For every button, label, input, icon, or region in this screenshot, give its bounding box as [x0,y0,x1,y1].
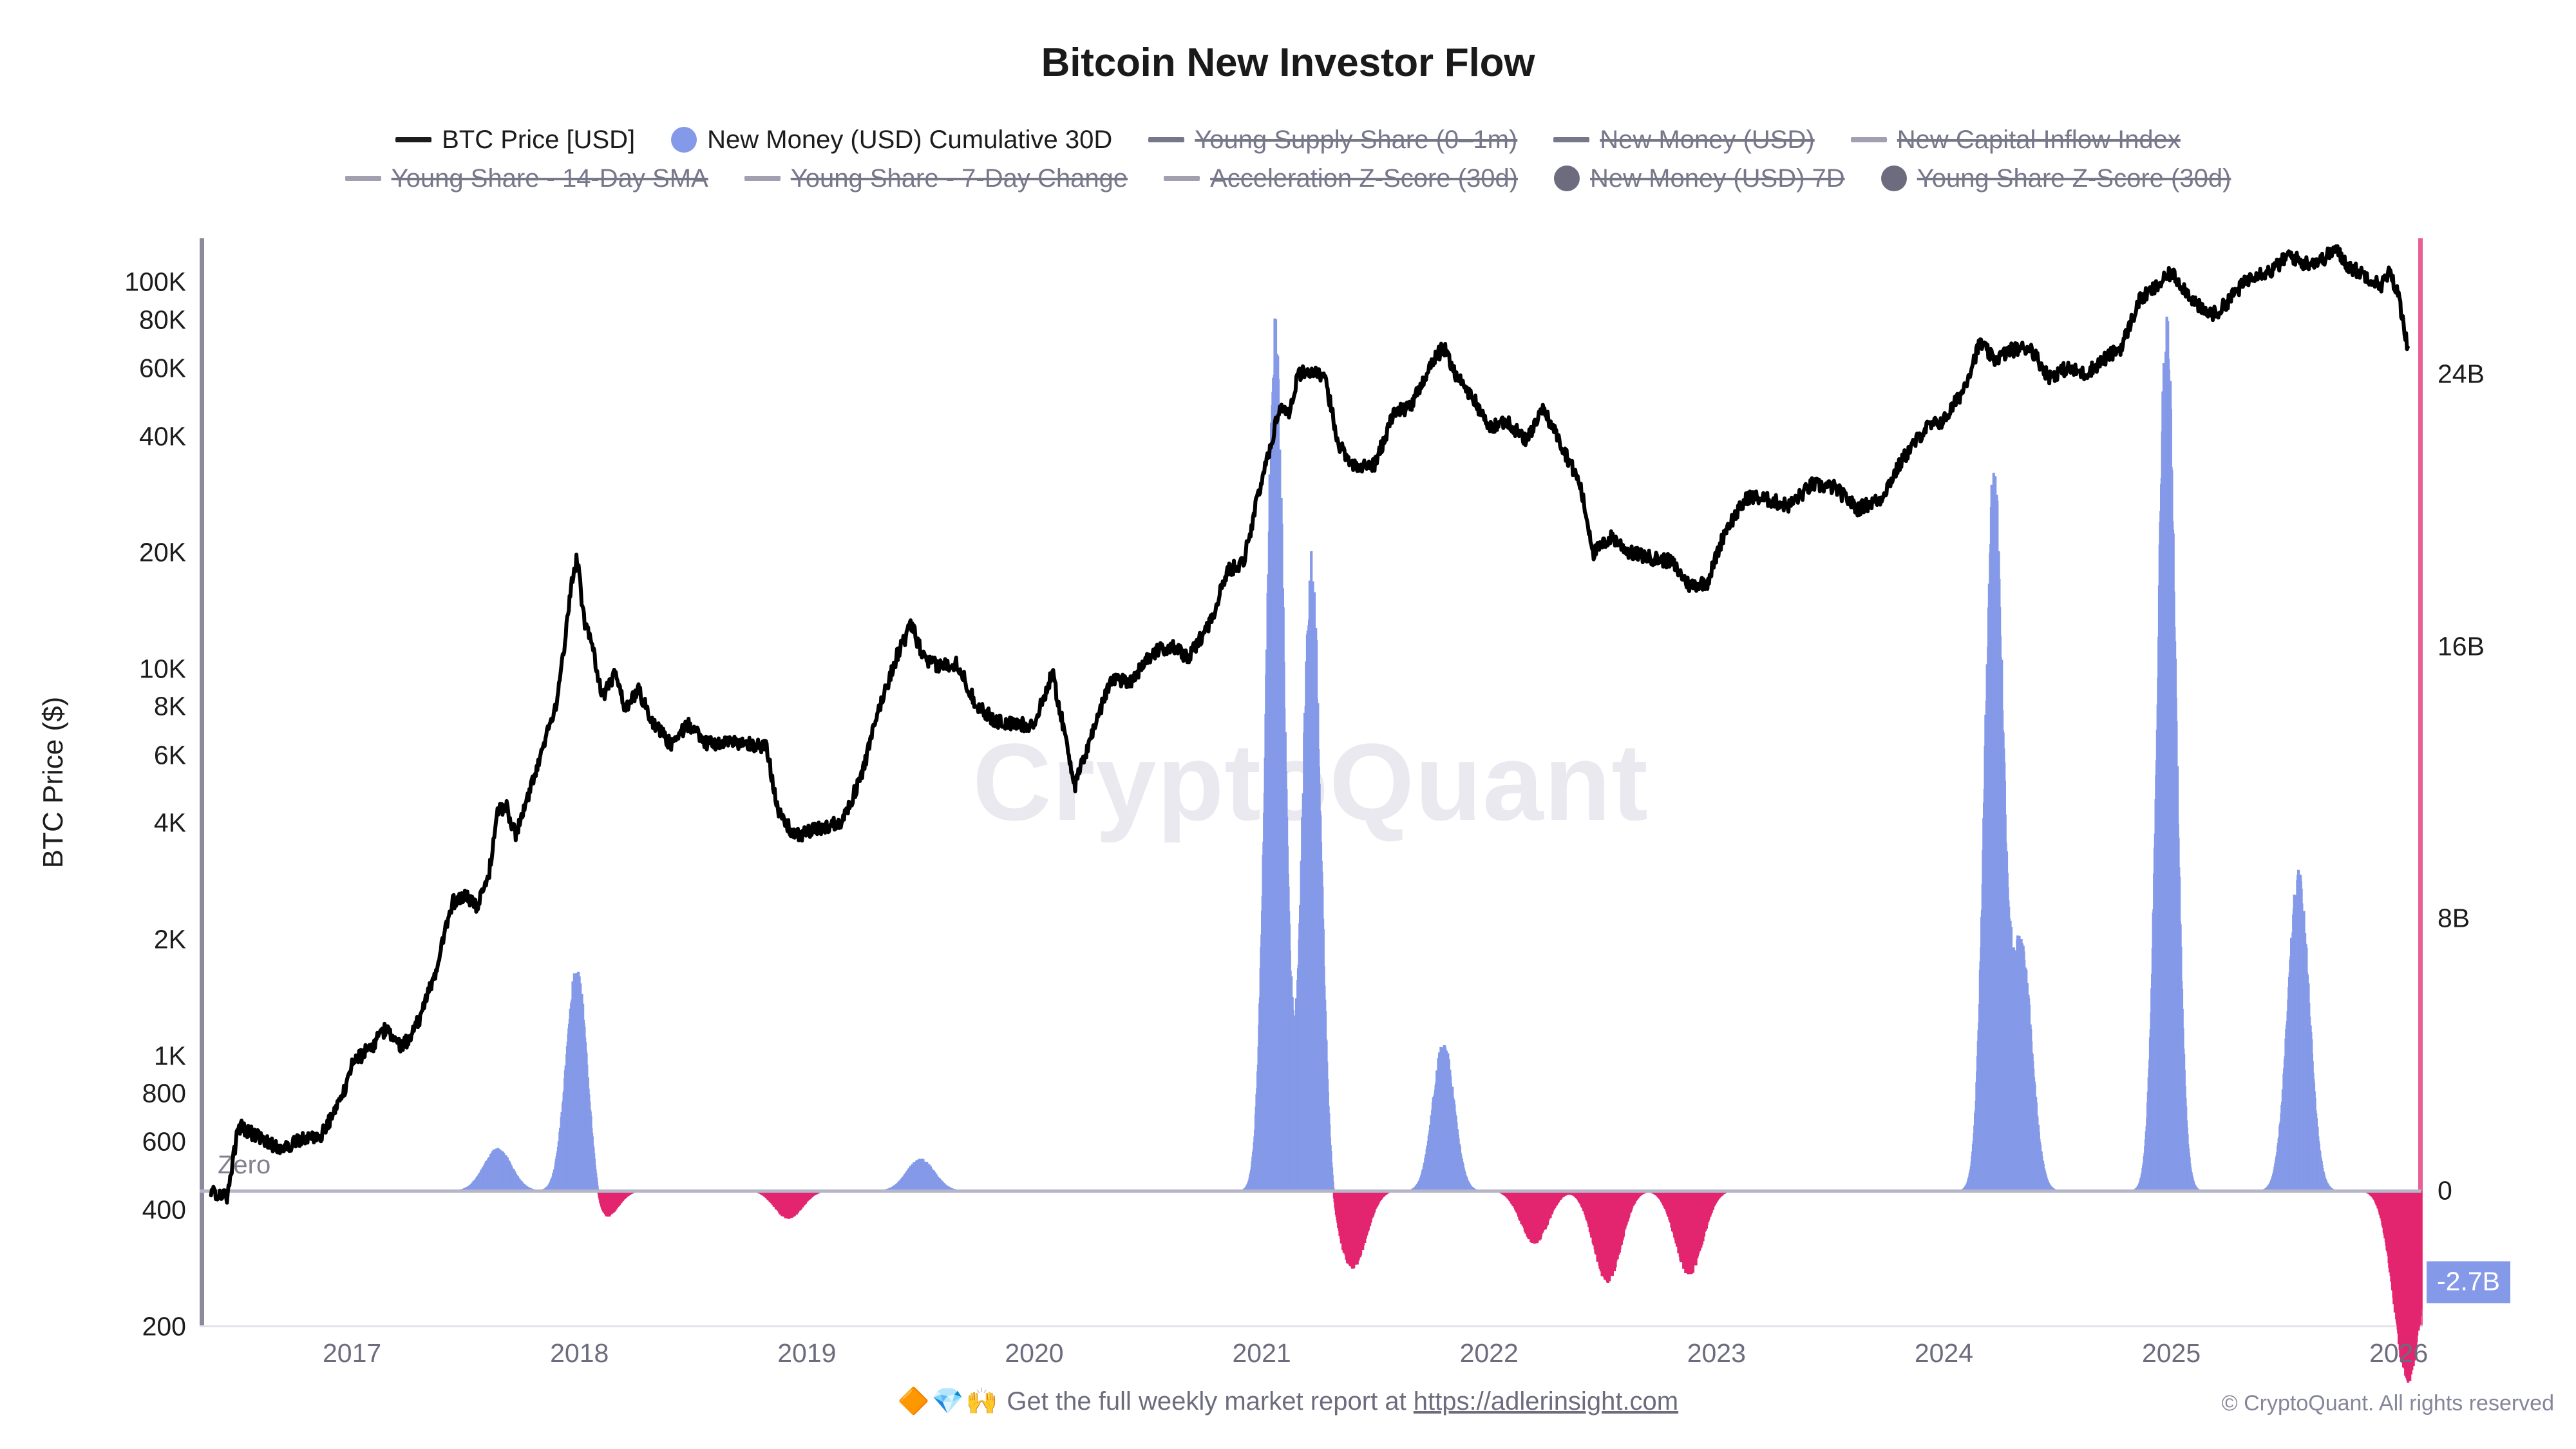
left-axis-tick: 400 [142,1195,186,1225]
left-axis-tick: 4K [153,808,186,838]
report-link[interactable]: https://adlerinsight.com [1413,1387,1679,1416]
left-axis-tick: 40K [139,421,186,451]
legend-dot-icon [1880,166,1907,191]
legend-line-icon [395,137,432,142]
x-axis-tick: 2024 [1914,1338,1974,1368]
x-axis-tick: 2018 [550,1338,609,1368]
right-axis-tick: 0 [2438,1175,2452,1206]
left-axis-tick: 60K [139,353,186,383]
legend-item-0-2[interactable]: Young Supply Share (0–1m) [1148,122,1517,157]
x-axis-tick: 2020 [1005,1338,1064,1368]
legend-line-icon [1553,137,1590,142]
legend-label: New Capital Inflow Index [1897,126,2181,154]
btc-price-line [209,244,2410,1205]
chart-legend: BTC Price [USD] New Money (USD) Cumulativ… [0,122,2576,196]
plot-area[interactable]: CryptoQuant Zero [200,238,2423,1383]
left-axis-tick: 10K [139,654,186,684]
legend-item-0-3[interactable]: New Money (USD) [1553,122,1815,157]
x-axis-tick: 2021 [1232,1338,1291,1368]
new-money-bars [459,316,2423,1383]
left-axis-tick: 80K [139,305,186,335]
legend-item-1-2[interactable]: Acceleration Z-Score (30d) [1164,161,1518,196]
legend-row-2: Young Share - 14-Day SMA Young Share - 7-… [327,161,2249,196]
left-axis-tick: 600 [142,1126,186,1157]
left-axis-line [200,238,204,1327]
legend-label: Young Supply Share (0–1m) [1195,126,1518,154]
left-axis-tick: 100K [124,267,186,297]
bottom-axis-line [200,1325,2423,1327]
left-axis-ticks: 100K 80K 60K 40K 20K 10K 8K 6K 4K 2K 1K 800 600 400 20… [0,238,188,1341]
right-axis-ticks: 24B 16B 8B 0 [2431,238,2576,1327]
right-axis-line [2418,238,2423,1327]
page-title: Bitcoin New Investor Flow [1041,41,1535,85]
footer-text: Get the full weekly market report at [1007,1387,1414,1416]
legend-label: Acceleration Z-Score (30d) [1210,164,1519,193]
legend-label: New Money (USD) Cumulative 30D [707,126,1113,154]
x-axis-tick: 2022 [1459,1338,1519,1368]
x-axis-tick: 2025 [2141,1338,2201,1368]
left-axis-tick: 200 [142,1311,186,1341]
left-axis-tick: 2K [153,924,186,954]
legend-label: BTC Price [USD] [442,126,636,154]
left-axis-label: BTC Price ($) [37,696,69,869]
legend-label: Young Share - 14-Day SMA [391,164,708,193]
right-axis-tick: 24B [2438,359,2485,389]
diamond-hands-emoji: 🔶💎🙌 [897,1387,1000,1416]
legend-item-1-3[interactable]: New Money (USD) 7D [1554,161,1845,196]
x-axis-tick: 2017 [322,1338,382,1368]
legend-label: New Money (USD) 7D [1590,164,1845,193]
left-axis-tick: 800 [142,1078,186,1108]
left-axis-tick: 8K [153,691,186,721]
left-axis-tick: 1K [153,1041,186,1071]
right-axis-tick: 8B [2438,903,2470,933]
legend-item-0-0[interactable]: BTC Price [USD] [395,122,635,157]
legend-item-0-4[interactable]: New Capital Inflow Index [1850,122,2181,157]
x-axis-tick: 2019 [777,1338,837,1368]
legend-dot-icon [1554,166,1580,191]
right-axis-tick: 16B [2438,631,2485,661]
legend-item-1-4[interactable]: Young Share Z-Score (30d) [1880,161,2231,196]
left-axis-tick: 6K [153,740,186,770]
left-axis-tick: 20K [139,537,186,567]
zero-line [200,1189,2421,1193]
legend-item-1-1[interactable]: Young Share - 7-Day Change [744,161,1128,196]
x-axis-tick: 2023 [1687,1338,1746,1368]
legend-label: Young Share - 7-Day Change [790,164,1128,193]
zero-line-label: Zero [218,1150,271,1179]
legend-line-icon [1148,137,1185,142]
legend-dot-icon [671,127,697,153]
legend-item-1-0[interactable]: Young Share - 14-Day SMA [345,161,708,196]
legend-item-0-1[interactable]: New Money (USD) Cumulative 30D [671,122,1112,157]
legend-label: Young Share Z-Score (30d) [1917,164,2231,193]
legend-label: New Money (USD) [1600,126,1815,154]
legend-line-icon [744,176,781,181]
footer-promo: 🔶💎🙌 Get the full weekly market report at… [0,1386,2576,1416]
legend-line-icon [1850,137,1887,142]
x-axis-tick: 2026 [2369,1338,2429,1368]
legend-line-icon [1164,176,1200,181]
copyright-text: © CryptoQuant. All rights reserved [2221,1391,2554,1416]
legend-line-icon [345,176,381,181]
legend-row-1: BTC Price [USD] New Money (USD) Cumulativ… [377,122,2199,157]
current-value-badge: -2.7B [2427,1261,2510,1303]
